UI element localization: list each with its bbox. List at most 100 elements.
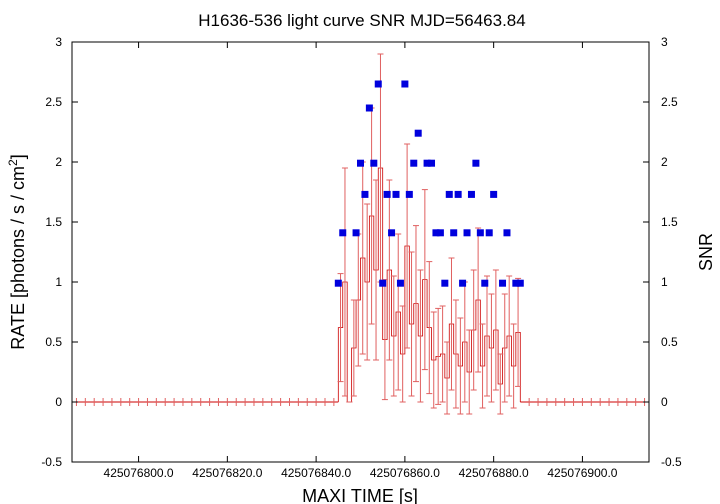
y-tick-label: -0.5 — [41, 455, 62, 469]
rate-errorbar — [515, 277, 522, 387]
rate-errorbar — [408, 251, 415, 397]
rate-errorbar — [444, 341, 451, 415]
snr-point — [423, 159, 431, 167]
snr-point — [454, 190, 462, 198]
rate-errorbar — [404, 143, 411, 349]
snr-point — [512, 279, 520, 287]
rate-errorbar — [470, 269, 477, 391]
y2-tick-label: 1 — [661, 275, 668, 289]
y-tick-label: 1 — [55, 275, 62, 289]
rate-errorbar — [510, 323, 517, 409]
x-tick-label: 425076900.0 — [547, 466, 617, 480]
rate-errorbar — [341, 167, 348, 397]
rate-errorbar — [337, 273, 344, 383]
rate-errorbar — [488, 293, 495, 403]
rate-errorbar — [439, 305, 446, 403]
snr-point — [414, 129, 422, 137]
y2-axis-title: SNR — [696, 233, 716, 271]
snr-point — [432, 229, 440, 237]
snr-point — [428, 159, 436, 167]
snr-point — [436, 229, 444, 237]
y-tick-label: 1.5 — [45, 215, 62, 229]
snr-point — [490, 190, 498, 198]
y2-tick-label: 0.5 — [661, 335, 678, 349]
snr-point — [365, 104, 373, 112]
snr-point — [374, 80, 382, 88]
rate-errorbar — [448, 257, 455, 391]
rate-errorbar — [426, 261, 433, 395]
snr-point — [472, 159, 480, 167]
y-tick-label: 2 — [55, 155, 62, 169]
plot-area — [72, 53, 649, 415]
snr-point — [357, 159, 364, 167]
rate-errorbar — [457, 317, 464, 415]
snr-point — [401, 80, 409, 88]
y2-tick-label: 0 — [661, 395, 668, 409]
snr-point — [441, 279, 449, 287]
y-axis-title: RATE [photons / s / cm2] — [6, 154, 28, 349]
x-tick-label: 425076820.0 — [192, 466, 262, 480]
snr-point — [467, 190, 475, 198]
plot-frame — [71, 41, 650, 463]
rate-errorbar — [435, 307, 442, 405]
rate-errorbar — [430, 311, 437, 409]
y2-tick-label: 1.5 — [661, 215, 678, 229]
snr-point — [450, 229, 458, 237]
snr-point — [445, 190, 453, 198]
rate-errorbar — [386, 179, 393, 361]
x-tick-label: 425076880.0 — [459, 466, 529, 480]
x-axis-title: MAXI TIME [s] — [302, 486, 418, 504]
rate-errorbar — [492, 269, 499, 391]
x-tick-label: 425076860.0 — [370, 466, 440, 480]
snr-point — [396, 279, 404, 287]
snr-point — [410, 159, 418, 167]
chart-title: H1636-536 light curve SNR MJD=56463.84 — [198, 11, 525, 30]
rate-errorbar — [501, 293, 508, 403]
rate-errorbar — [417, 269, 424, 403]
y-tick-label: 3 — [55, 35, 62, 49]
rate-errorbar — [466, 329, 473, 415]
snr-point — [339, 229, 347, 237]
snr-point — [485, 229, 493, 237]
snr-point — [388, 229, 396, 237]
snr-point — [392, 190, 400, 198]
rate-errorbar — [479, 323, 486, 409]
y-tick-label: 0 — [55, 395, 62, 409]
rate-errorbar — [373, 179, 380, 361]
snr-point — [379, 279, 387, 287]
rate-errorbar — [381, 279, 388, 401]
rate-errorbar — [364, 203, 371, 361]
y-tick-label: 0.5 — [45, 335, 62, 349]
snr-point — [481, 279, 489, 287]
snr-point — [499, 279, 507, 287]
rate-errorbar — [399, 305, 406, 403]
snr-point — [361, 190, 369, 198]
rate-errorbar — [350, 299, 357, 397]
snr-point — [383, 190, 391, 198]
rate-errorbar — [475, 227, 482, 373]
rate-errorbar — [395, 233, 402, 391]
x-tick-label: 425076800.0 — [104, 466, 174, 480]
y2-tick-label: -0.5 — [661, 455, 682, 469]
axes: -0.5 -0.5 0 0 0.5 0.5 1 1 1.5 1.5 2 2 2.5 2.5 3 3 425076… — [41, 35, 682, 480]
snr-point — [405, 190, 413, 198]
snr-point — [334, 279, 342, 287]
snr-point — [476, 229, 484, 237]
y-tick-label: 2.5 — [45, 95, 62, 109]
rate-errorbar — [483, 275, 490, 397]
y2-tick-label: 3 — [661, 35, 668, 49]
snr-point — [459, 279, 467, 287]
rate-errorbar — [506, 275, 513, 397]
snr-point — [463, 229, 471, 237]
x-tick-label: 425076840.0 — [281, 466, 351, 480]
snr-point — [516, 279, 524, 287]
y2-tick-label: 2 — [661, 155, 668, 169]
rate-errorbar — [421, 189, 428, 371]
y-axis-title-superscript: 2 — [6, 159, 20, 166]
rate-errorbar — [390, 275, 397, 397]
rate-errorbar — [452, 299, 459, 409]
snr-point — [352, 229, 360, 237]
rate-errorbar — [412, 225, 419, 383]
snr-point — [370, 159, 378, 167]
